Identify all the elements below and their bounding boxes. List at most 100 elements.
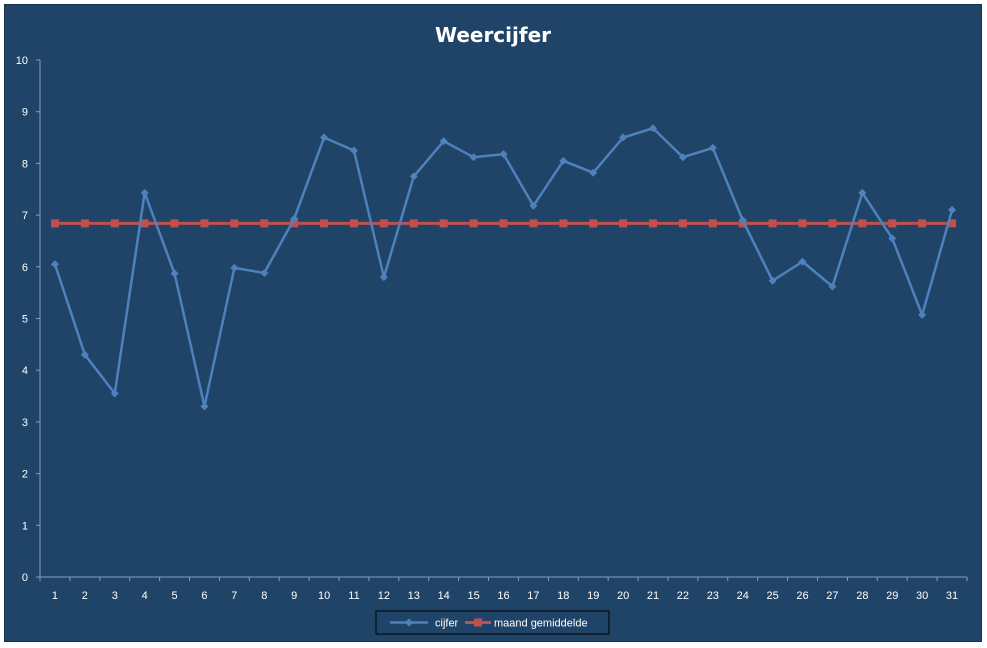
data-point	[768, 219, 777, 228]
x-tick-label: 2	[82, 590, 88, 602]
data-point	[379, 273, 388, 282]
series-cijfer	[50, 124, 957, 411]
data-point	[559, 219, 568, 228]
data-point	[260, 269, 269, 278]
data-point	[260, 219, 269, 228]
y-tick-label: 6	[22, 262, 28, 274]
data-point	[50, 260, 59, 269]
x-tick-label: 5	[172, 590, 178, 602]
data-point	[678, 153, 687, 162]
data-point	[170, 219, 179, 228]
data-point	[828, 282, 837, 291]
legend: cijfer maand gemiddelde	[375, 610, 610, 635]
y-tick-label: 0	[22, 572, 28, 584]
data-point	[948, 219, 957, 228]
data-point	[170, 269, 179, 278]
data-point	[529, 201, 538, 210]
data-point	[649, 219, 658, 228]
data-point	[649, 124, 658, 133]
data-point	[320, 219, 329, 228]
data-point	[349, 146, 358, 155]
data-point	[469, 219, 478, 228]
data-point	[918, 219, 927, 228]
y-tick-label: 5	[22, 314, 28, 326]
x-tick-label: 29	[886, 590, 898, 602]
x-tick-label: 9	[291, 590, 297, 602]
series-layer	[50, 124, 957, 411]
data-point	[559, 156, 568, 165]
x-tick-label: 13	[408, 590, 420, 602]
x-tick-label: 19	[587, 590, 599, 602]
data-point	[439, 219, 448, 228]
data-point	[200, 219, 209, 228]
x-tick-label: 20	[617, 590, 629, 602]
x-tick-label: 31	[946, 590, 958, 602]
x-tick-label: 11	[348, 590, 359, 602]
data-point	[858, 219, 867, 228]
data-point	[529, 219, 538, 228]
y-tick-label: 3	[22, 417, 28, 429]
data-point	[678, 219, 687, 228]
data-point	[888, 234, 897, 243]
x-tick-label: 15	[467, 590, 479, 602]
y-tick-label: 1	[22, 520, 28, 532]
data-point	[738, 216, 747, 225]
data-point	[200, 402, 209, 411]
y-tick-label: 9	[22, 107, 28, 119]
x-tick-label: 18	[557, 590, 569, 602]
data-point	[80, 350, 89, 359]
x-tick-label: 10	[318, 590, 330, 602]
legend-box	[375, 610, 610, 635]
data-point	[80, 219, 89, 228]
x-tick-label: 16	[497, 590, 509, 602]
x-tick-label: 4	[142, 590, 148, 602]
data-point	[140, 188, 149, 197]
data-point	[290, 219, 299, 228]
data-point	[409, 172, 418, 181]
y-tick-label: 7	[22, 210, 28, 222]
y-tick-label: 4	[22, 365, 28, 377]
x-tick-label: 28	[856, 590, 868, 602]
data-point	[888, 219, 897, 228]
data-point	[858, 188, 867, 197]
y-tick-label: 2	[22, 469, 28, 481]
data-point	[948, 205, 957, 214]
data-point	[349, 219, 358, 228]
chart-area: Weercijfer	[4, 4, 982, 642]
data-point	[230, 263, 239, 272]
data-point	[798, 219, 807, 228]
data-point	[320, 133, 329, 142]
data-point	[619, 219, 628, 228]
data-point	[50, 219, 59, 228]
data-point	[708, 219, 717, 228]
data-point	[499, 150, 508, 159]
x-tick-label: 1	[52, 590, 58, 602]
data-point	[589, 168, 598, 177]
series-maand-gemiddelde	[50, 219, 957, 228]
legend-label: maand gemiddelde	[494, 618, 588, 630]
data-point	[768, 276, 777, 285]
x-tick-label: 12	[378, 590, 390, 602]
x-tick-label: 14	[438, 590, 450, 602]
x-tick-label: 21	[647, 590, 659, 602]
data-point	[828, 219, 837, 228]
legend-swatch-marker	[474, 618, 482, 627]
data-point	[140, 219, 149, 228]
x-tick-label: 25	[767, 590, 779, 602]
data-point	[110, 389, 119, 398]
data-point	[409, 219, 418, 228]
data-point	[798, 257, 807, 266]
legend-swatch-marker	[405, 618, 413, 627]
data-point	[619, 133, 628, 142]
data-point	[379, 219, 388, 228]
x-tick-label: 24	[737, 590, 749, 602]
y-tick-label: 10	[16, 55, 28, 67]
x-tick-label: 7	[231, 590, 237, 602]
data-point	[110, 219, 119, 228]
data-point	[589, 219, 598, 228]
x-tick-label: 26	[796, 590, 808, 602]
x-tick-label: 22	[677, 590, 689, 602]
data-point	[918, 310, 927, 319]
